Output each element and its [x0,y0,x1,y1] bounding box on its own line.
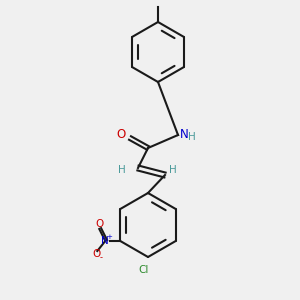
Text: +: + [106,234,112,240]
Text: N: N [101,236,109,246]
Text: O: O [95,219,103,229]
Text: H: H [118,165,126,175]
Text: H: H [188,132,196,142]
Text: O: O [117,128,126,142]
Text: H: H [169,165,177,175]
Text: -: - [100,254,103,262]
Text: Cl: Cl [139,265,149,275]
Text: O: O [92,249,100,259]
Text: N: N [180,128,189,142]
